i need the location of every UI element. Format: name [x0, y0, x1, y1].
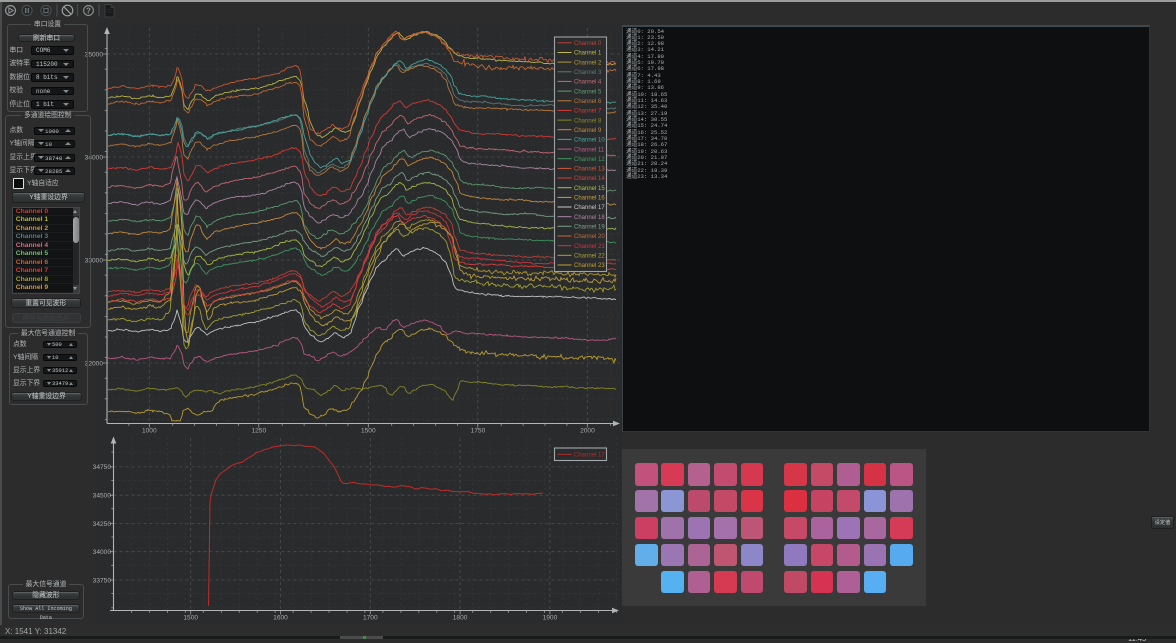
svg-text:35000: 35000	[85, 51, 104, 58]
svg-text:34750: 34750	[93, 464, 112, 471]
svg-text:Channel 17: Channel 17	[574, 453, 605, 459]
svg-text:1750: 1750	[471, 428, 486, 435]
svg-text:33750: 33750	[93, 577, 112, 584]
svg-text:1600: 1600	[273, 615, 288, 622]
svg-text:Channel 3: Channel 3	[574, 70, 602, 76]
svg-text:1800: 1800	[453, 615, 468, 622]
svg-text:Channel 13: Channel 13	[574, 167, 605, 173]
svg-text:?: ?	[86, 6, 91, 15]
svg-text:1700: 1700	[363, 615, 378, 622]
svg-text:Channel 0: Channel 0	[574, 41, 602, 47]
svg-text:Channel 9: Channel 9	[574, 128, 602, 134]
svg-text:34000: 34000	[93, 549, 112, 556]
svg-text:Channel 1: Channel 1	[574, 51, 602, 57]
svg-text:2000: 2000	[580, 428, 595, 435]
svg-text:Channel 22: Channel 22	[574, 254, 605, 260]
svg-text:Channel 15: Channel 15	[574, 186, 605, 192]
svg-text:Channel 6: Channel 6	[574, 99, 602, 105]
svg-text:Channel 12: Channel 12	[574, 157, 605, 163]
svg-text:34000: 34000	[85, 154, 104, 161]
svg-text:Channel 21: Channel 21	[574, 244, 605, 250]
svg-text:Channel 19: Channel 19	[574, 225, 605, 231]
svg-text:1250: 1250	[251, 428, 266, 435]
svg-text:Channel 4: Channel 4	[574, 80, 602, 86]
svg-text:Channel 14: Channel 14	[574, 176, 605, 182]
svg-text:Channel 16: Channel 16	[574, 196, 605, 202]
svg-text:Channel 5: Channel 5	[574, 89, 602, 95]
svg-text:Channel 17: Channel 17	[574, 205, 605, 211]
svg-text:Channel 20: Channel 20	[574, 234, 605, 240]
svg-text:1500: 1500	[361, 428, 376, 435]
svg-text:Channel 18: Channel 18	[574, 215, 605, 221]
svg-text:32000: 32000	[85, 360, 104, 367]
svg-text:Channel 11: Channel 11	[574, 147, 605, 153]
svg-text:34250: 34250	[93, 521, 112, 528]
svg-text:Channel 8: Channel 8	[574, 118, 602, 124]
svg-text:1900: 1900	[543, 615, 558, 622]
svg-text:Channel 23: Channel 23	[574, 263, 605, 269]
svg-text:Channel 10: Channel 10	[574, 138, 605, 144]
svg-text:1500: 1500	[183, 615, 198, 622]
svg-text:33000: 33000	[85, 257, 104, 264]
svg-text:1000: 1000	[142, 428, 157, 435]
svg-text:Channel 2: Channel 2	[574, 60, 602, 66]
svg-text:34500: 34500	[93, 493, 112, 500]
svg-text:Channel 7: Channel 7	[574, 109, 602, 115]
